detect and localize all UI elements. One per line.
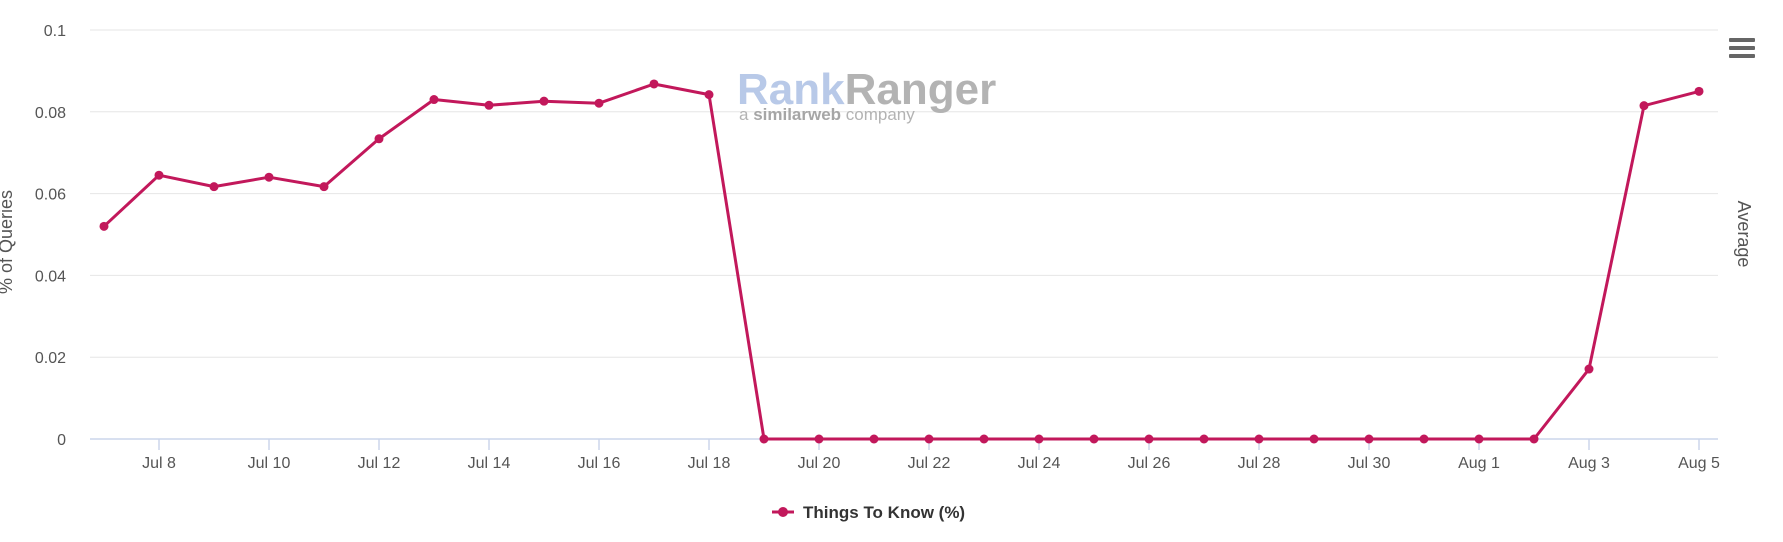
y-tick-label: 0 [57, 432, 66, 449]
x-tick-label: Jul 14 [468, 455, 511, 472]
hamburger-menu-icon [1729, 38, 1755, 58]
data-point[interactable] [1584, 364, 1594, 374]
data-point[interactable] [99, 221, 109, 231]
x-tick-label: Jul 8 [142, 455, 176, 472]
y-tick-label: 0.08 [35, 105, 66, 122]
data-point[interactable] [1639, 101, 1649, 111]
svg-text:a similarweb company: a similarweb company [739, 105, 915, 124]
legend-marker-symbol [778, 507, 788, 517]
x-tick-label: Jul 10 [248, 455, 291, 472]
x-tick-label: Aug 1 [1458, 455, 1500, 472]
x-tick-label: Jul 22 [908, 455, 951, 472]
data-point[interactable] [1144, 434, 1154, 444]
watermark-logo: RankRanger a similarweb company [737, 65, 996, 124]
data-point[interactable] [704, 90, 714, 100]
x-tick-label: Aug 5 [1678, 455, 1720, 472]
y-tick-label: 0.1 [44, 23, 66, 40]
x-tick-label: Jul 12 [358, 455, 401, 472]
x-axis-ticks: Jul 8 Jul 10 Jul 12 Jul 14 Jul 16 Jul 18 Jul 2… [142, 439, 1720, 472]
data-point[interactable] [1474, 434, 1484, 444]
watermark-ranger: Ranger [845, 65, 997, 114]
x-tick-label: Jul 26 [1128, 455, 1171, 472]
data-point[interactable] [484, 100, 494, 110]
x-tick-label: Jul 30 [1348, 455, 1391, 472]
data-point[interactable] [1419, 434, 1429, 444]
y-tick-label: 0.06 [35, 187, 66, 204]
grid-lines [90, 29, 1718, 358]
watermark-sub-prefix: a [739, 105, 753, 124]
data-point[interactable] [1089, 434, 1099, 444]
svg-text:RankRanger: RankRanger [737, 65, 996, 114]
legend-label: Things To Know (%) [803, 503, 965, 522]
y-axis-title-right: Average [1734, 201, 1754, 268]
data-point[interactable] [374, 134, 384, 144]
x-tick-label: Jul 28 [1238, 455, 1281, 472]
watermark-sub-suffix: company [841, 105, 915, 124]
x-tick-label: Aug 3 [1568, 455, 1610, 472]
series-line [102, 82, 1700, 441]
data-point[interactable] [649, 79, 659, 89]
data-point[interactable] [979, 434, 989, 444]
data-point[interactable] [319, 182, 329, 192]
data-point[interactable] [814, 434, 824, 444]
data-point[interactable] [539, 96, 549, 106]
data-point[interactable] [1529, 434, 1539, 444]
y-tick-label: 0.04 [35, 268, 66, 285]
series-things-to-know [99, 79, 1704, 444]
data-point[interactable] [264, 172, 274, 182]
x-tick-label: Jul 20 [798, 455, 841, 472]
data-point[interactable] [1694, 86, 1704, 96]
data-point[interactable] [759, 434, 769, 444]
chart-menu-button[interactable] [1718, 30, 1760, 66]
data-point[interactable] [1254, 434, 1264, 444]
data-point[interactable] [154, 170, 164, 180]
x-tick-label: Jul 16 [578, 455, 621, 472]
watermark-rank: Rank [737, 65, 845, 114]
x-tick-label: Jul 18 [688, 455, 731, 472]
data-point[interactable] [1309, 434, 1319, 444]
data-point[interactable] [1199, 434, 1209, 444]
data-point[interactable] [429, 95, 439, 105]
data-point[interactable] [209, 182, 219, 192]
data-point[interactable] [924, 434, 934, 444]
data-point[interactable] [1034, 434, 1044, 444]
x-tick-label: Jul 24 [1018, 455, 1061, 472]
y-axis-ticks: 0 0.02 0.04 0.06 0.08 0.1 [35, 23, 66, 449]
data-point[interactable] [594, 98, 604, 108]
legend[interactable]: Things To Know (%) [772, 503, 965, 522]
y-tick-label: 0.02 [35, 350, 66, 367]
data-point[interactable] [1364, 434, 1374, 444]
y-axis-title: % of Queries [0, 190, 16, 294]
data-point[interactable] [869, 434, 879, 444]
watermark-sub-brand: similarweb [753, 105, 841, 124]
